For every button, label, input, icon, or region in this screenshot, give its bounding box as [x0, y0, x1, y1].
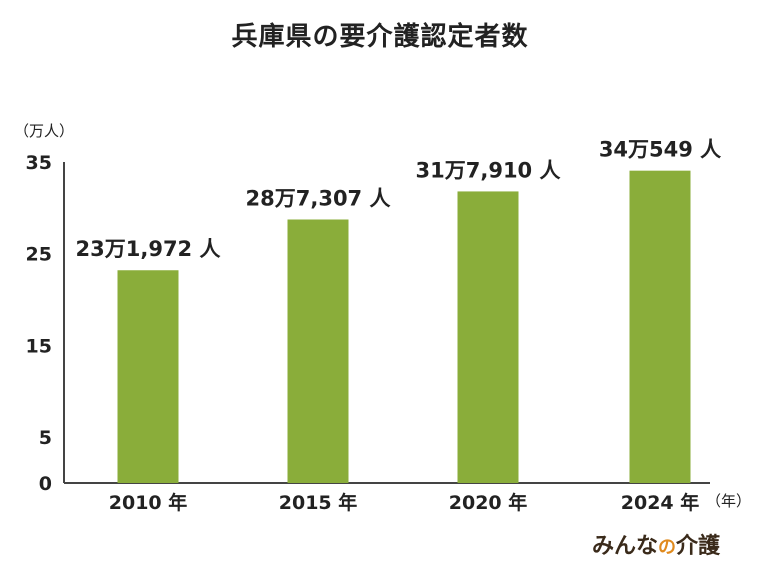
- y-tick-label: 0: [39, 473, 52, 495]
- x-category-label: 2010 年: [109, 491, 188, 514]
- brand-text-3: 介護: [676, 534, 721, 559]
- bar-data-label: 34万549 人: [599, 138, 721, 162]
- bar-2015年: [287, 219, 349, 483]
- bar-data-label: 28万7,307 人: [246, 186, 391, 210]
- y-tick-label: 25: [26, 244, 52, 266]
- y-axis-unit: （万人）: [14, 122, 75, 140]
- y-tick-label: 15: [26, 335, 52, 357]
- y-tick-label: 5: [39, 427, 52, 449]
- brand-text-2: の: [658, 537, 677, 558]
- bar-2020年: [457, 191, 519, 483]
- x-category-label: 2015 年: [279, 491, 358, 514]
- brand-logo: みんなの介護: [592, 528, 720, 560]
- x-category-label: 2024 年: [621, 491, 700, 514]
- y-tick-label: 35: [26, 152, 52, 174]
- bar-data-label: 23万1,972 人: [76, 237, 221, 261]
- x-axis-unit: （年）: [706, 492, 752, 510]
- bar-data-label: 31万7,910 人: [416, 158, 561, 182]
- brand-text-1: みんな: [592, 534, 659, 559]
- x-category-label: 2020 年: [449, 491, 528, 514]
- bar-2010年: [117, 270, 179, 483]
- bar-2024年: [629, 170, 691, 484]
- chart-title: 兵庫県の要介護認定者数: [231, 22, 529, 52]
